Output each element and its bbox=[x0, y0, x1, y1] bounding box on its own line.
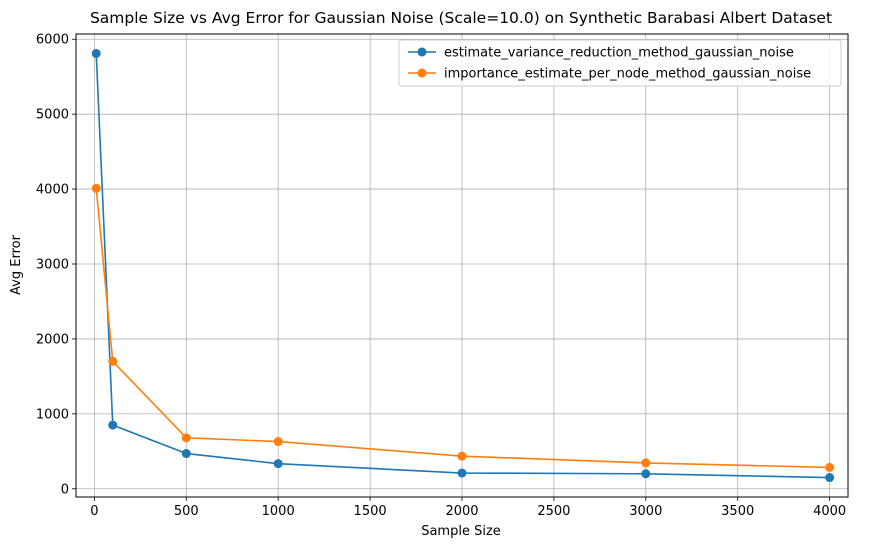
data-point bbox=[181, 433, 191, 443]
x-tick-label: 3500 bbox=[721, 504, 754, 519]
data-point bbox=[457, 451, 467, 461]
data-point bbox=[641, 469, 651, 479]
data-point bbox=[108, 420, 118, 430]
x-tick-label: 500 bbox=[174, 504, 199, 519]
data-point bbox=[457, 468, 467, 478]
legend-marker bbox=[417, 68, 427, 78]
x-axis-title: Sample Size bbox=[421, 524, 501, 539]
data-point bbox=[273, 459, 283, 469]
data-point bbox=[91, 183, 101, 193]
data-point bbox=[91, 48, 101, 58]
legend-label: estimate_variance_reduction_method_gauss… bbox=[444, 46, 794, 61]
legend-box bbox=[398, 39, 842, 87]
legend: estimate_variance_reduction_method_gauss… bbox=[398, 39, 842, 87]
y-tick-label: 3000 bbox=[36, 258, 69, 273]
series-group bbox=[91, 183, 835, 472]
y-tick-label: 5000 bbox=[36, 108, 69, 123]
legend-label: importance_estimate_per_node_method_gaus… bbox=[444, 67, 811, 82]
x-tick-label: 2500 bbox=[537, 504, 570, 519]
legend-marker bbox=[417, 47, 427, 57]
x-tick-label: 0 bbox=[90, 504, 98, 519]
data-point bbox=[181, 449, 191, 459]
tick-layer: 0 500 1000 1500 2000 2500 3000 3500 4000 0 1000 200… bbox=[36, 33, 846, 519]
series-group bbox=[91, 48, 835, 483]
x-tick-label: 1000 bbox=[262, 504, 295, 519]
x-tick-label: 3000 bbox=[629, 504, 662, 519]
data-point bbox=[825, 473, 835, 483]
data-point bbox=[273, 437, 283, 447]
y-tick-label: 6000 bbox=[36, 33, 69, 48]
x-tick-label: 2000 bbox=[445, 504, 478, 519]
data-point bbox=[825, 462, 835, 472]
y-tick-label: 4000 bbox=[36, 183, 69, 198]
chart-title: Sample Size vs Avg Error for Gaussian No… bbox=[90, 9, 832, 27]
y-tick-label: 1000 bbox=[36, 407, 69, 422]
y-tick-label: 0 bbox=[61, 482, 69, 497]
grid-layer bbox=[76, 34, 848, 497]
x-tick-label: 1500 bbox=[354, 504, 387, 519]
series-layer bbox=[91, 48, 835, 483]
data-point bbox=[108, 356, 118, 366]
y-tick-label: 2000 bbox=[36, 332, 69, 347]
data-point bbox=[641, 458, 651, 468]
y-axis-title: Avg Error bbox=[9, 234, 24, 295]
x-tick-label: 4000 bbox=[813, 504, 846, 519]
